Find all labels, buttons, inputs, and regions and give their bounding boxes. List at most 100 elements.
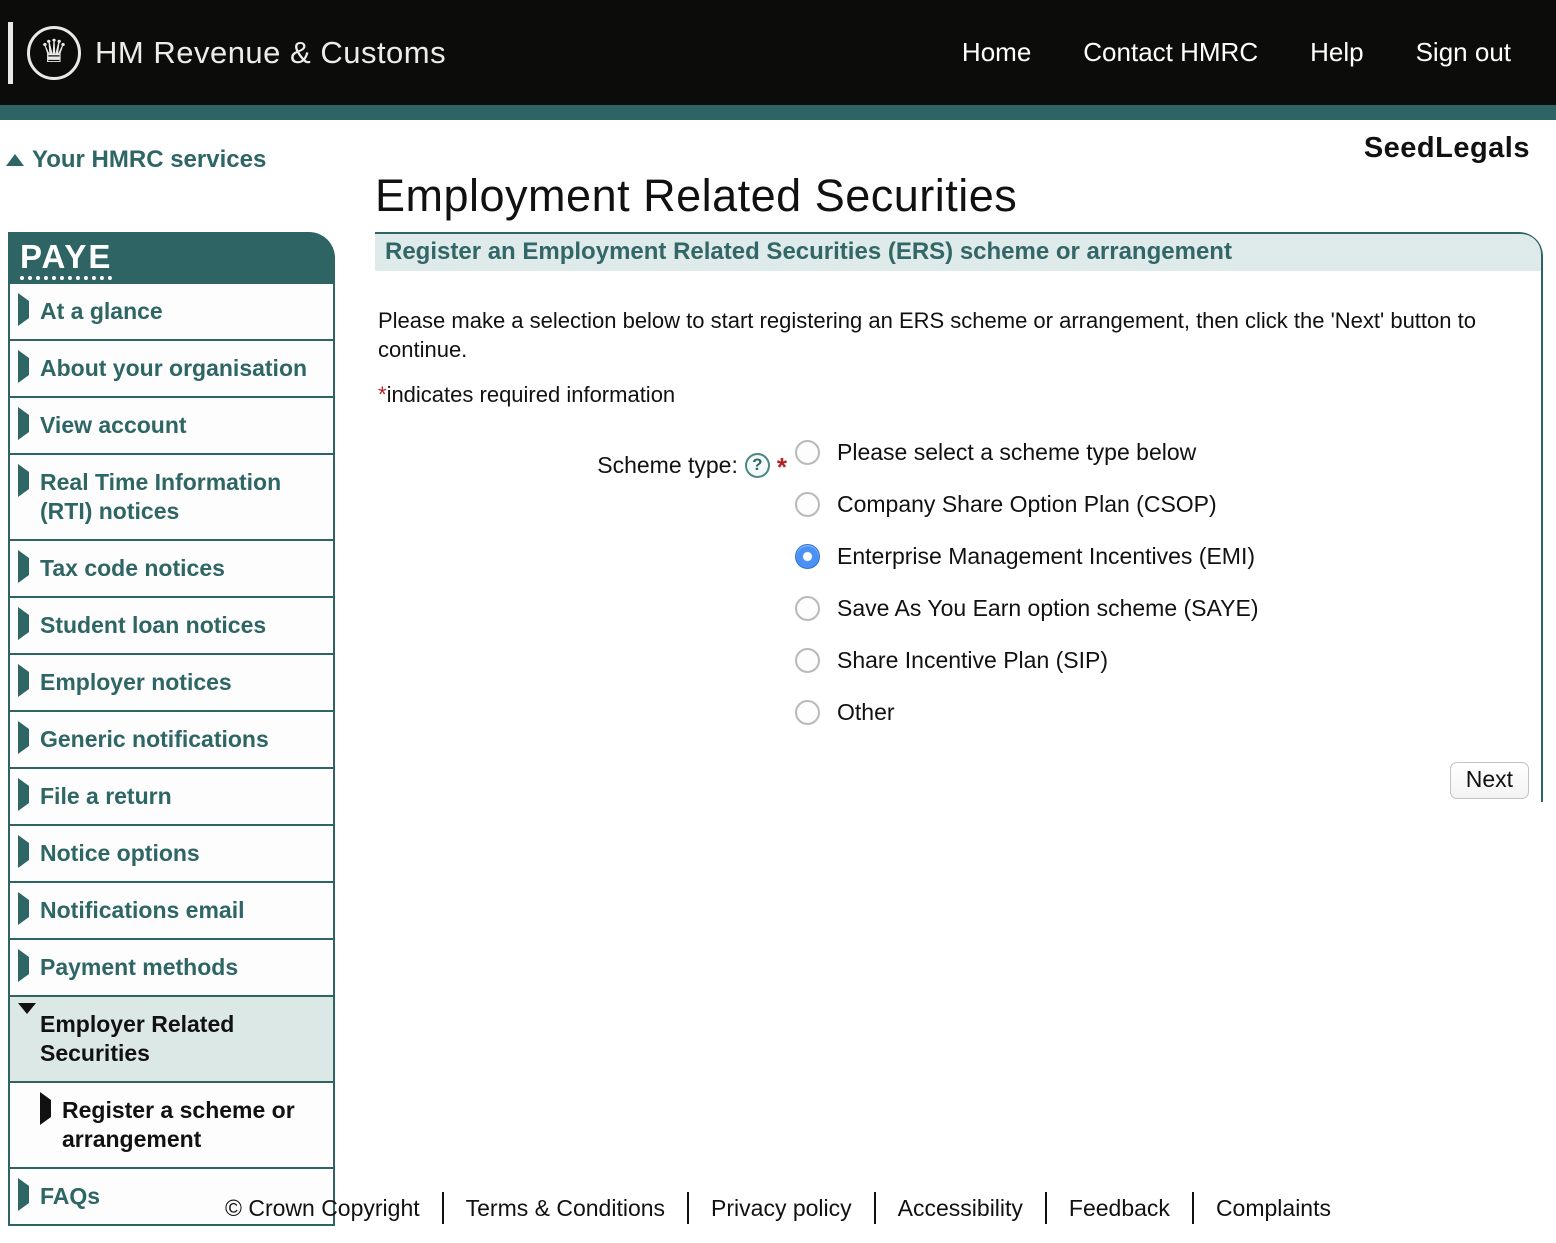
footer-link-crown-copyright[interactable]: © Crown Copyright (225, 1194, 420, 1221)
sidebar-item-employer-notices[interactable]: Employer notices (8, 653, 335, 712)
triangle-down-icon (18, 1003, 40, 1032)
teal-divider-strip (0, 105, 1556, 120)
footer-links: © Crown Copyright Terms & Conditions Priva… (0, 1192, 1556, 1224)
scheme-option-row: Company Share Option Plan (CSOP) (795, 478, 1259, 530)
sidebar-menu: At a glance About your organisation View a… (8, 282, 335, 1226)
scheme-option-row: Enterprise Management Incentives (EMI) (795, 530, 1259, 582)
sidebar-item-faqs[interactable]: FAQs (8, 1167, 335, 1226)
radio-share-incentive-plan-sip[interactable] (795, 647, 820, 673)
footer-link-terms-conditions[interactable]: Terms & Conditions (465, 1194, 666, 1221)
required-marker: * (776, 451, 787, 482)
triangle-right-icon (18, 778, 40, 811)
sidebar-item-student-loan-notices[interactable]: Student loan notices (8, 596, 335, 655)
main-panel: Register an Employment Related Securitie… (375, 232, 1543, 802)
radio-label-company-share-option-plan-csop[interactable]: Company Share Option Plan (CSOP) (837, 490, 1217, 517)
radio-enterprise-management-incentives-emi[interactable] (795, 543, 820, 569)
your-hmrc-services-label: Your HMRC services (32, 146, 267, 173)
top-header: ♛ HM Revenue & Customs Home Contact HMRC H… (0, 0, 1556, 105)
sidebar-item-label: About your organisation (40, 355, 308, 381)
hmrc-brand: ♛ HM Revenue & Customs (0, 21, 446, 84)
sidebar-item-tax-code-notices[interactable]: Tax code notices (8, 539, 335, 598)
scheme-option-row: Save As You Earn option scheme (SAYE) (795, 582, 1259, 634)
sidebar-item-payment-methods[interactable]: Payment methods (8, 938, 335, 997)
footer-link-privacy-policy[interactable]: Privacy policy (711, 1194, 852, 1221)
sidebar-item-label: Notice options (40, 840, 200, 866)
footer-separator (1044, 1192, 1047, 1224)
radio-save-as-you-earn-option-scheme-saye[interactable] (795, 595, 820, 621)
footer-separator (441, 1192, 444, 1224)
triangle-up-icon (6, 154, 24, 166)
paye-sidebar: PAYE At a glance About your organisation V… (8, 232, 335, 1226)
triangle-right-icon (18, 407, 40, 440)
radio-label-enterprise-management-incentives-emi[interactable]: Enterprise Management Incentives (EMI) (837, 542, 1256, 569)
sidebar-item-label: Employer notices (40, 669, 232, 695)
crown-glyph: ♛ (39, 32, 69, 69)
sidebar-item-view-account[interactable]: View account (8, 396, 335, 455)
triangle-right-icon (18, 892, 40, 925)
sidebar-item-label: Register a scheme or arrangement (62, 1097, 295, 1152)
sidebar-item-label: Employer Related Securities (40, 1011, 235, 1066)
help-icon[interactable]: ? (744, 452, 770, 478)
triangle-right-icon (18, 550, 40, 583)
scheme-type-options: Please select a scheme type below Company… (795, 426, 1259, 738)
sidebar-item-register-a-scheme-or-arrangement[interactable]: Register a scheme or arrangement (8, 1081, 335, 1169)
triangle-right-icon (18, 607, 40, 640)
triangle-right-icon (18, 721, 40, 754)
sidebar-item-at-a-glance[interactable]: At a glance (8, 282, 335, 341)
nav-link-help[interactable]: Help (1310, 37, 1364, 67)
triangle-right-icon (18, 664, 40, 697)
sidebar-item-about-your-organisation[interactable]: About your organisation (8, 339, 335, 398)
radio-other[interactable] (795, 699, 820, 725)
sidebar-item-real-time-information-rti-notices[interactable]: Real Time Information (RTI) notices (8, 453, 335, 541)
radio-label-save-as-you-earn-option-scheme-saye[interactable]: Save As You Earn option scheme (SAYE) (837, 594, 1259, 621)
sidebar-item-label: Generic notifications (40, 726, 269, 752)
sidebar-item-label: Real Time Information (RTI) notices (40, 469, 282, 524)
seedlegals-watermark: SeedLegals (1363, 132, 1530, 164)
sidebar-item-label: View account (40, 412, 187, 438)
scheme-type-label: Scheme type: (597, 451, 738, 478)
sidebar-item-label: Payment methods (40, 954, 239, 980)
crown-logo-icon: ♛ (27, 25, 81, 80)
next-button[interactable]: Next (1449, 762, 1529, 799)
triangle-right-icon (18, 464, 40, 497)
footer-link-complaints[interactable]: Complaints (1215, 1194, 1331, 1221)
sidebar-item-notice-options[interactable]: Notice options (8, 824, 335, 883)
triangle-right-icon (18, 949, 40, 982)
intro-text: Please make a selection below to start r… (378, 308, 1476, 362)
sidebar-item-label: Student loan notices (40, 612, 267, 638)
triangle-right-icon (40, 1092, 62, 1125)
radio-label-share-incentive-plan-sip[interactable]: Share Incentive Plan (SIP) (837, 646, 1109, 673)
brand-divider-bar (8, 21, 13, 84)
sidebar-title: PAYE (8, 232, 335, 284)
sidebar-item-notifications-email[interactable]: Notifications email (8, 881, 335, 940)
sidebar-item-generic-notifications[interactable]: Generic notifications (8, 710, 335, 769)
sidebar-item-employer-related-securities[interactable]: Employer Related Securities (8, 995, 335, 1083)
sidebar-item-label: At a glance (40, 298, 163, 324)
sidebar-item-file-a-return[interactable]: File a return (8, 767, 335, 826)
sidebar-title-label: PAYE (20, 238, 113, 280)
radio-label-please-select-a-scheme-type-below[interactable]: Please select a scheme type below (837, 438, 1197, 465)
sidebar-item-label: FAQs (40, 1183, 101, 1209)
radio-please-select-a-scheme-type-below[interactable] (795, 439, 820, 465)
sidebar-item-label: File a return (40, 783, 172, 809)
sidebar-item-label: Notifications email (40, 897, 245, 923)
nav-link-contact-hmrc[interactable]: Contact HMRC (1083, 37, 1259, 67)
scheme-type-label-group: Scheme type: ? * (375, 450, 787, 482)
page-title: Employment Related Securities (375, 170, 1018, 221)
nav-link-home[interactable]: Home (961, 37, 1032, 67)
scheme-option-row: Please select a scheme type below (795, 426, 1259, 478)
footer-link-feedback[interactable]: Feedback (1068, 1194, 1170, 1221)
footer-separator (873, 1192, 876, 1224)
footer-link-accessibility[interactable]: Accessibility (897, 1194, 1023, 1221)
header-nav: Home Contact HMRC Help Sign out (962, 37, 1556, 68)
radio-label-other[interactable]: Other (837, 698, 895, 725)
your-hmrc-services-link[interactable]: Your HMRC services (6, 146, 266, 174)
triangle-right-icon (18, 835, 40, 868)
triangle-right-icon (18, 293, 40, 326)
required-note: *indicates required information (378, 382, 675, 408)
panel-heading: Register an Employment Related Securitie… (375, 234, 1541, 271)
required-note-text: indicates required information (386, 382, 676, 407)
nav-link-sign-out[interactable]: Sign out (1415, 37, 1511, 67)
radio-company-share-option-plan-csop[interactable] (795, 491, 820, 517)
sidebar-item-label: Tax code notices (40, 555, 225, 581)
